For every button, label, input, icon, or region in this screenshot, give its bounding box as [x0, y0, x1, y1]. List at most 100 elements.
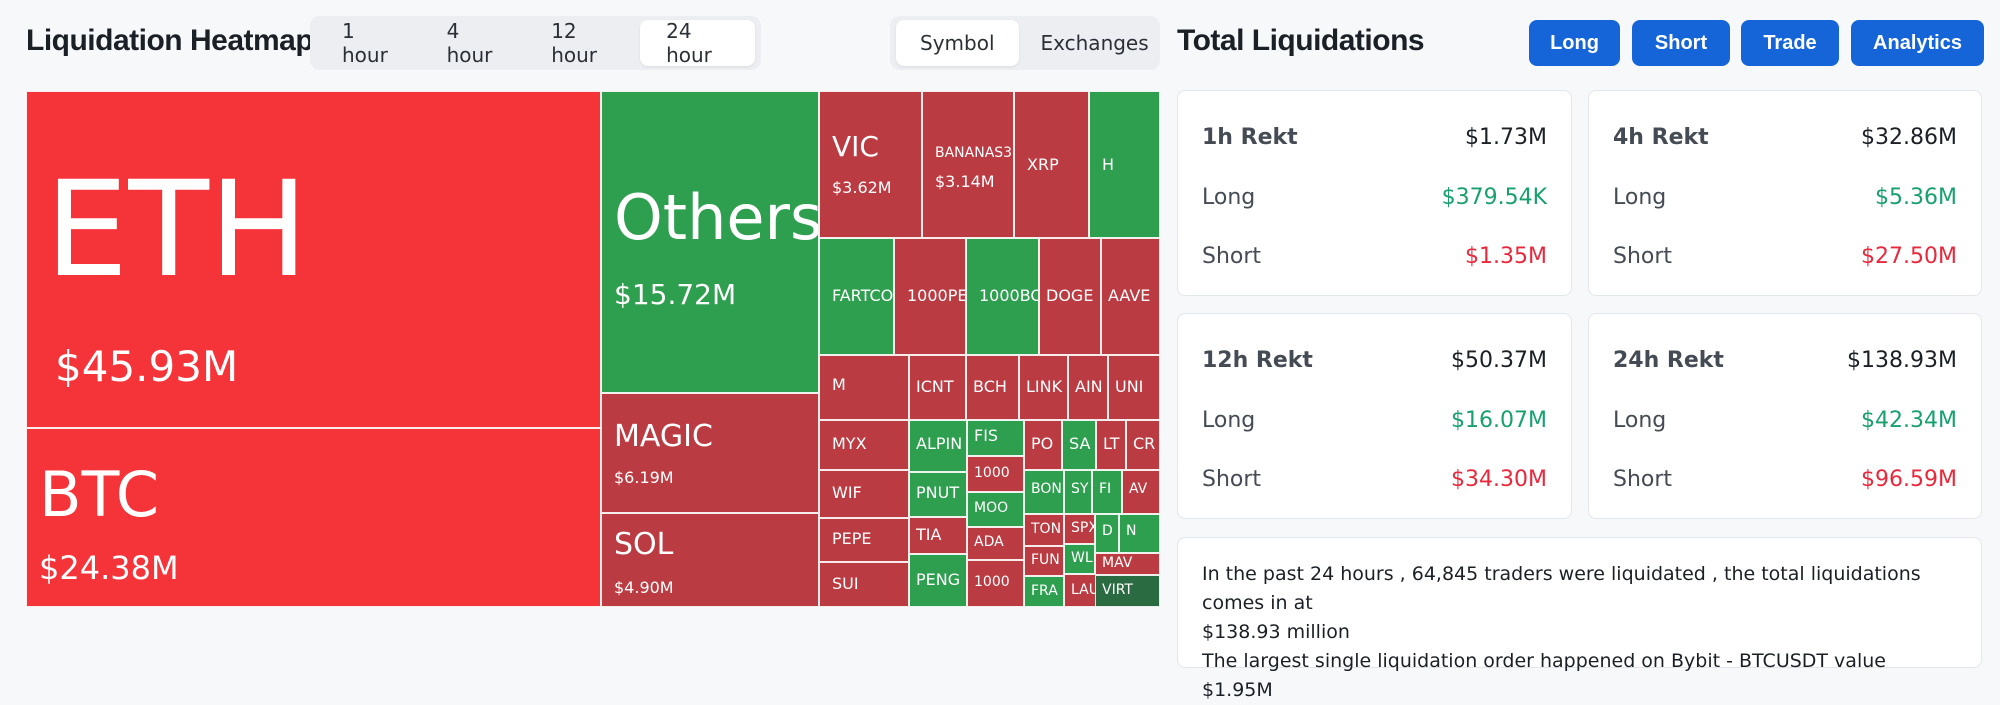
heatmap-tile-sol[interactable]: SOL $4.90M — [601, 513, 819, 607]
heatmap-tile-lt[interactable]: LT — [1096, 420, 1126, 470]
view-exchanges-tab[interactable]: Exchanges — [1040, 31, 1149, 55]
heatmap-tile-spx[interactable]: SPX — [1064, 514, 1095, 544]
heatmap-tile-link[interactable]: LINK — [1019, 355, 1068, 420]
heatmap-tile-ain[interactable]: AIN — [1068, 355, 1108, 420]
summary-line-3: The largest single liquidation order hap… — [1202, 650, 1886, 701]
heatmap-tile-1000[interactable]: 1000 — [967, 560, 1024, 607]
tile-symbol: PEPE — [832, 529, 872, 548]
analytics-button[interactable]: Analytics — [1851, 20, 1984, 66]
heatmap-tile-bon[interactable]: BON — [1024, 470, 1064, 514]
card-label: 24h Rekt — [1613, 348, 1724, 373]
tile-symbol: BCH — [973, 377, 1007, 396]
heatmap-tile-peng[interactable]: PENG — [909, 554, 967, 607]
tile-symbol: MYX — [832, 434, 867, 453]
heatmap-tile-fi[interactable]: FI — [1092, 470, 1122, 514]
tile-symbol: FUN — [1031, 552, 1060, 568]
rekt-card-24h: 24h Rekt $138.93M Long $42.34M Short $96… — [1588, 313, 1982, 519]
tile-symbol: H — [1102, 155, 1115, 174]
heatmap-tile-sa[interactable]: SA — [1062, 420, 1096, 470]
timeframe-24-hour[interactable]: 24 hour — [640, 19, 755, 67]
heatmap-tile-ada[interactable]: ADA — [967, 527, 1024, 560]
tile-symbol: SPX — [1071, 520, 1094, 536]
heatmap-tile-po[interactable]: PO — [1024, 420, 1062, 470]
tile-value: $6.19M — [614, 468, 674, 487]
view-symbol-tab[interactable]: Symbol — [896, 20, 1019, 66]
heatmap-tile-uni[interactable]: UNI — [1108, 355, 1160, 420]
heatmap-tile-moo[interactable]: MOO — [967, 492, 1024, 527]
heatmap-tile-btc[interactable]: BTC $24.38M — [26, 428, 601, 607]
heatmap-tile-1000pe[interactable]: 1000PE — [894, 238, 966, 355]
heatmap-tile-icnt[interactable]: ICNT — [909, 355, 966, 420]
short-label: Short — [1613, 467, 1673, 492]
tile-symbol: 1000 — [974, 574, 1010, 590]
heatmap-tile-n[interactable]: N — [1119, 514, 1160, 553]
card-total: $32.86M — [1861, 125, 1957, 150]
short-button[interactable]: Short — [1632, 20, 1730, 66]
timeframe-4-hour[interactable]: 4 hour — [446, 19, 493, 67]
heatmap-tile-magic[interactable]: MAGIC $6.19M — [601, 393, 819, 513]
short-label: Short — [1202, 467, 1262, 492]
card-label: 12h Rekt — [1202, 348, 1313, 373]
tile-symbol: Others — [614, 181, 819, 254]
tile-symbol: ETH — [45, 153, 309, 307]
heatmap-tile-d[interactable]: D — [1095, 514, 1119, 553]
timeframe-12-hour[interactable]: 12 hour — [551, 19, 597, 67]
tile-symbol: SOL — [614, 527, 674, 562]
long-button[interactable]: Long — [1529, 20, 1620, 66]
heatmap-tile-mav[interactable]: MAV — [1095, 553, 1160, 575]
heatmap-tile-pepe[interactable]: PEPE — [819, 518, 909, 562]
heatmap-tile-1000bo[interactable]: 1000BO — [966, 238, 1039, 355]
heatmap-tile-tia[interactable]: TIA — [909, 517, 967, 554]
short-value: $34.30M — [1451, 467, 1547, 492]
heatmap-tile-sui[interactable]: SUI — [819, 562, 909, 607]
heatmap-tile-virt[interactable]: VIRT — [1095, 575, 1160, 607]
heatmap-tile-myx[interactable]: MYX — [819, 420, 909, 470]
tile-symbol: UNI — [1115, 377, 1144, 396]
rekt-card-1h: 1h Rekt $1.73M Long $379.54K Short $1.35… — [1177, 90, 1572, 296]
short-value: $1.35M — [1465, 244, 1547, 269]
liquidation-treemap: ETH $45.93M BTC $24.38M Others $15.72M MAGIC $6… — [26, 91, 1160, 607]
rekt-card-4h: 4h Rekt $32.86M Long $5.36M Short $27.50… — [1588, 90, 1982, 296]
heatmap-tile-doge[interactable]: DOGE — [1039, 238, 1101, 355]
tile-symbol: VIRT — [1102, 582, 1133, 598]
tile-symbol: TON — [1031, 521, 1062, 537]
tile-symbol: PNUT — [916, 483, 960, 502]
tile-symbol: ICNT — [916, 377, 954, 396]
tile-symbol: BANANAS3 — [935, 145, 1013, 161]
tile-value: $45.93M — [55, 342, 239, 391]
trade-button[interactable]: Trade — [1741, 20, 1839, 66]
heatmap-tile-wif[interactable]: WIF — [819, 470, 909, 518]
tile-symbol: D — [1102, 523, 1113, 539]
heatmap-tile-wl[interactable]: WL — [1064, 544, 1095, 574]
heatmap-tile-m[interactable]: M — [819, 355, 909, 420]
heatmap-tile-aave[interactable]: AAVE — [1101, 238, 1160, 355]
heatmap-tile-xrp[interactable]: XRP — [1014, 91, 1089, 238]
long-label: Long — [1613, 185, 1667, 210]
heatmap-tile-h[interactable]: H — [1089, 91, 1160, 238]
heatmap-tile-bch[interactable]: BCH — [966, 355, 1019, 420]
tile-symbol: PENG — [916, 570, 961, 589]
heatmap-title: Liquidation Heatmap — [26, 24, 314, 57]
tile-symbol: SA — [1069, 434, 1091, 453]
heatmap-tile-ton[interactable]: TON — [1024, 514, 1064, 546]
heatmap-tile-av[interactable]: AV — [1122, 470, 1160, 514]
heatmap-tile-vic[interactable]: VIC $3.62M — [819, 91, 922, 238]
heatmap-tile-fun[interactable]: FUN — [1024, 546, 1064, 576]
heatmap-tile-alpin[interactable]: ALPIN — [909, 420, 967, 472]
heatmap-tile-fis[interactable]: FIS — [967, 420, 1024, 456]
heatmap-tile-cr[interactable]: CR — [1126, 420, 1160, 470]
heatmap-tile-eth[interactable]: ETH $45.93M — [26, 91, 601, 428]
tile-value: $4.90M — [614, 578, 674, 597]
heatmap-tile-pnut[interactable]: PNUT — [909, 472, 967, 517]
timeframe-1-hour[interactable]: 1 hour — [342, 19, 388, 67]
tile-symbol: FIS — [974, 426, 999, 445]
short-value: $27.50M — [1861, 244, 1957, 269]
heatmap-tile-others[interactable]: Others $15.72M — [601, 91, 819, 393]
tile-symbol: MAGIC — [614, 419, 713, 454]
heatmap-tile-sy[interactable]: SY — [1064, 470, 1092, 514]
heatmap-tile-bananas3[interactable]: BANANAS3 $3.14M — [922, 91, 1014, 238]
long-label: Long — [1202, 185, 1256, 210]
heatmap-tile-fra[interactable]: FRA — [1024, 576, 1064, 607]
heatmap-tile-1000[interactable]: 1000 — [967, 456, 1024, 492]
heatmap-tile-fartco[interactable]: FARTCO — [819, 238, 894, 355]
